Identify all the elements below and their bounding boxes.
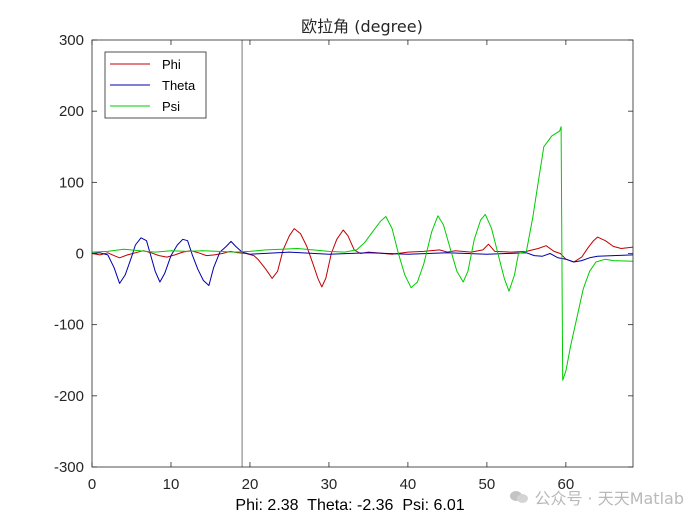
- y-tick-label: 100: [59, 174, 84, 191]
- y-tick-label: -200: [54, 388, 84, 405]
- watermark: 公众号 · 天天Matlab: [510, 485, 684, 509]
- wechat-icon: [510, 489, 530, 505]
- theta-readout-label: Theta:: [307, 497, 353, 514]
- chart-title: 欧拉角 (degree): [301, 17, 423, 36]
- x-tick-label: 30: [321, 476, 338, 493]
- x-tick-label: 20: [242, 476, 259, 493]
- y-tick-label: 0: [76, 246, 84, 263]
- psi-readout-label: Psi:: [402, 497, 430, 514]
- x-tick-label: 0: [88, 476, 96, 493]
- x-tick-label: 50: [479, 476, 496, 493]
- series-layer: [91, 126, 634, 381]
- y-tick-label: -300: [54, 459, 84, 476]
- theta-readout-value: -2.36: [356, 497, 394, 514]
- phi-readout-value: 2.38: [267, 497, 299, 514]
- legend: Phi Theta Psi: [104, 51, 207, 119]
- y-tick-label: 300: [59, 32, 84, 49]
- legend-label-phi: Phi: [162, 57, 181, 72]
- legend-label-psi: Psi: [162, 99, 180, 114]
- legend-label-theta: Theta: [162, 78, 196, 93]
- y-tick-label: 200: [59, 103, 84, 120]
- x-tick-label: 60: [558, 476, 575, 493]
- series-line-phi: [91, 228, 634, 288]
- psi-readout-value: 6.01: [433, 497, 465, 514]
- ticks-layer: 0 10 20 30 40 50 60 -300 -200 -100 0 100 200 300: [54, 32, 633, 493]
- x-tick-label: 10: [163, 476, 180, 493]
- y-tick-label: -100: [54, 317, 84, 334]
- phi-readout-label: Phi:: [235, 497, 263, 514]
- series-line-theta: [91, 237, 634, 286]
- x-tick-label: 40: [400, 476, 417, 493]
- watermark-text: 公众号 · 天天Matlab: [534, 489, 684, 508]
- series-line-psi: [91, 126, 634, 381]
- cursor-readout: Phi: 2.38 Theta: -2.36 Psi: 6.01: [0, 497, 700, 515]
